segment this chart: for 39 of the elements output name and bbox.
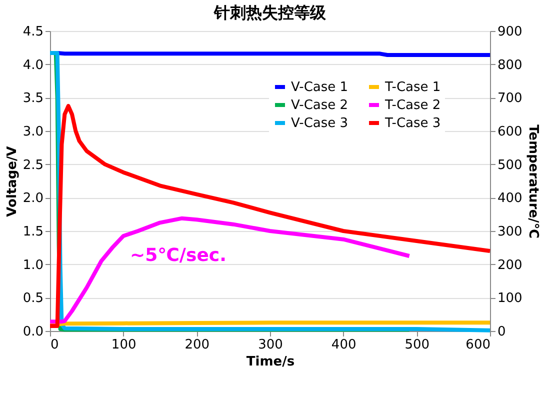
y-tick-label: 4.0 xyxy=(22,58,44,73)
chart-title: 针刺热失控等级 xyxy=(213,3,327,22)
x-tick-label: 100 xyxy=(111,338,136,352)
y-tick-label: 1.0 xyxy=(22,258,44,273)
legend-label: V-Case 3 xyxy=(291,116,348,131)
y2-tick-label: 100 xyxy=(498,291,522,306)
x-tick-label: 300 xyxy=(258,338,283,352)
y-axis-title: Voltage/V xyxy=(4,146,20,217)
x-tick-label: 600 xyxy=(466,338,490,352)
y-tick-label: 0.0 xyxy=(22,324,44,340)
legend-label: V-Case 2 xyxy=(291,98,348,113)
y-tick-label: 4.5 xyxy=(22,24,44,40)
y-tick-label: 3.0 xyxy=(22,124,44,140)
annotation: ~5℃/sec. xyxy=(130,245,226,266)
y2-axis-title: Temperature/℃ xyxy=(525,124,540,238)
y2-tick-label: 200 xyxy=(498,258,522,273)
y2-tick-label: 700 xyxy=(498,91,522,106)
y-tick-label: 1.5 xyxy=(22,224,44,240)
y-tick-label: 0.5 xyxy=(22,291,44,306)
legend-label: T-Case 2 xyxy=(384,98,441,113)
y2-tick-label: 300 xyxy=(498,224,522,240)
y2-tick-label: 400 xyxy=(498,191,522,206)
x-tick-label: 500 xyxy=(404,338,430,352)
y-tick-label: 3.5 xyxy=(22,91,44,106)
x-tick-label: 200 xyxy=(184,338,210,352)
legend-label: T-Case 1 xyxy=(384,80,441,95)
line-series xyxy=(48,216,412,324)
y2-tick-label: 900 xyxy=(498,24,522,40)
y-tick-label: 2.5 xyxy=(22,158,44,173)
x-axis-title: Time/s xyxy=(246,354,295,370)
legend-label: V-Case 1 xyxy=(291,80,348,95)
x-tick-label: 0 xyxy=(50,338,59,352)
y2-tick-label: 500 xyxy=(498,158,522,173)
y-tick-label: 2.0 xyxy=(22,191,44,206)
y2-tick-label: 600 xyxy=(498,124,522,140)
y2-tick-label: 800 xyxy=(498,58,522,73)
legend-label: T-Case 3 xyxy=(384,116,441,131)
x-tick-label: 400 xyxy=(331,338,356,352)
y2-tick-label: 0 xyxy=(498,324,506,340)
